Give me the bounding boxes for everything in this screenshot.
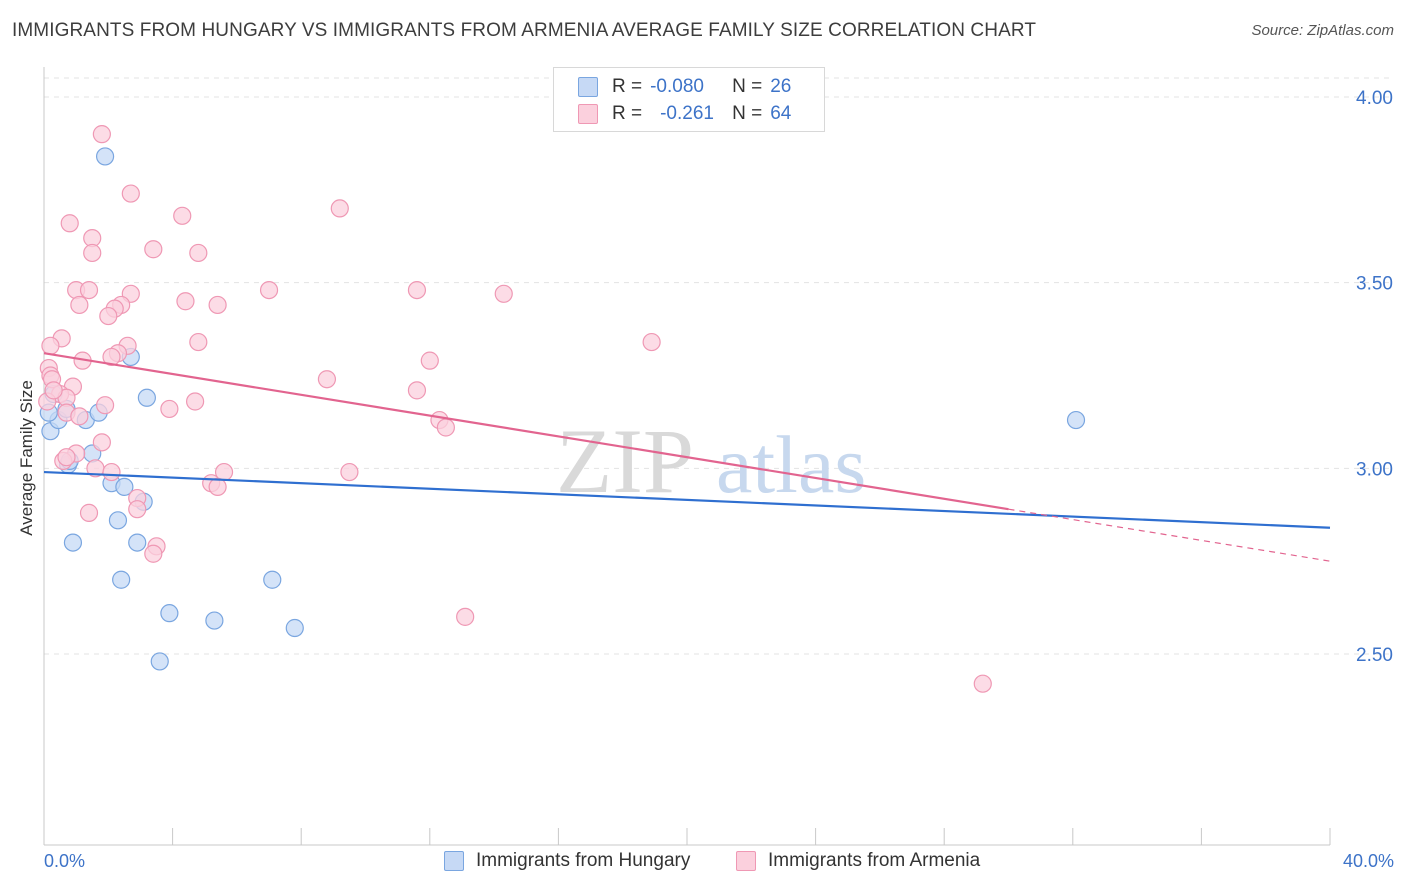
armenia-point (95, 396, 115, 415)
hungary-point (160, 604, 179, 623)
hungary-point (112, 570, 131, 589)
armenia-point (70, 407, 89, 426)
bottom-legend-armenia: Immigrants from Armenia (736, 850, 980, 872)
hungary-point (115, 477, 134, 496)
armenia-point (330, 199, 349, 218)
bottom-legend-hungary: Immigrants from Hungary (444, 850, 690, 872)
armenia-point (340, 462, 359, 482)
legend-row-hungary: R = -0.080 N = 26 (578, 75, 791, 99)
armenia-point (102, 462, 121, 482)
armenia-point (317, 370, 337, 389)
watermark-atlas: atlas (716, 419, 866, 510)
armenia-point (83, 243, 102, 263)
armenia-point (189, 243, 208, 263)
y-tick-label: 2.50 (1356, 645, 1393, 666)
armenia-point (70, 295, 89, 315)
armenia-point (208, 477, 227, 496)
armenia-point (92, 125, 111, 144)
armenia-r-value: -0.261 (660, 103, 714, 124)
armenia-swatch (578, 104, 598, 124)
hungary-trend-line (43, 470, 1331, 529)
armenia-point (436, 418, 455, 437)
hungary-point (95, 147, 115, 166)
armenia-trend-line (43, 352, 1009, 511)
armenia-point (173, 206, 192, 225)
armenia-point (144, 240, 163, 259)
armenia-point (208, 295, 227, 315)
armenia-point (407, 381, 427, 400)
legend-r-label: R = (612, 76, 643, 97)
armenia-point (60, 214, 79, 233)
hungary-point (128, 533, 147, 552)
trend-lines (43, 352, 1331, 562)
armenia-point (456, 607, 475, 626)
y-tick-label: 4.00 (1356, 88, 1393, 109)
armenia-n-value: 64 (770, 103, 792, 124)
hungary-point (205, 611, 224, 630)
armenia-point (79, 280, 99, 300)
data-points (38, 125, 1086, 693)
hungary-n-value: 26 (770, 76, 792, 97)
legend-row-armenia: R = -0.261 N = 64 (578, 102, 791, 126)
x-tick-label-max: 40.0% (1342, 851, 1394, 871)
armenia-point (494, 284, 513, 303)
hungary-legend-swatch (444, 851, 464, 871)
armenia-point (57, 448, 76, 467)
armenia-point (973, 674, 992, 693)
armenia-legend-swatch (736, 851, 756, 871)
hungary-swatch (578, 77, 598, 97)
armenia-point (128, 500, 147, 519)
armenia-point (92, 433, 111, 452)
legend-r-label: R = (612, 103, 643, 124)
armenia-point (407, 280, 427, 300)
armenia-point (44, 381, 63, 400)
hungary-point (1066, 410, 1086, 430)
correlation-legend: R = -0.080 N = 26 R = -0.261 N = 64 (553, 67, 825, 132)
y-tick-labels: 2.50 3.00 3.50 4.00 (1356, 88, 1393, 666)
armenia-point (102, 347, 121, 367)
source-label: Source: ZipAtlas.com (1251, 22, 1394, 39)
hungary-point (150, 652, 169, 671)
armenia-point (189, 332, 208, 352)
armenia-point (121, 184, 140, 203)
armenia-legend-label: Immigrants from Armenia (768, 850, 981, 871)
armenia-trend-extension (1008, 508, 1331, 562)
legend-n-label: N = (732, 103, 763, 124)
armenia-point (420, 351, 439, 370)
armenia-point (186, 392, 205, 411)
armenia-point (160, 399, 179, 419)
hungary-point (108, 511, 128, 530)
chart-title: IMMIGRANTS FROM HUNGARY VS IMMIGRANTS FR… (12, 20, 1037, 41)
hungary-point (263, 570, 282, 589)
armenia-point (642, 332, 661, 352)
legend-n-label: N = (732, 76, 763, 97)
hungary-point (63, 533, 83, 552)
armenia-point (176, 292, 195, 311)
armenia-point (99, 306, 118, 326)
armenia-point (41, 336, 60, 355)
hungary-r-value: -0.080 (650, 76, 704, 97)
x-tick-label-min: 0.0% (44, 851, 86, 871)
hungary-point (285, 618, 304, 638)
y-tick-label: 3.50 (1356, 274, 1393, 295)
axes (43, 67, 1331, 846)
hungary-legend-label: Immigrants from Hungary (476, 850, 691, 871)
armenia-point (144, 544, 163, 563)
armenia-point (259, 280, 279, 300)
y-tick-label: 3.00 (1356, 459, 1393, 480)
grid-lines (44, 77, 1392, 655)
hungary-point (137, 388, 156, 407)
armenia-point (79, 503, 99, 522)
